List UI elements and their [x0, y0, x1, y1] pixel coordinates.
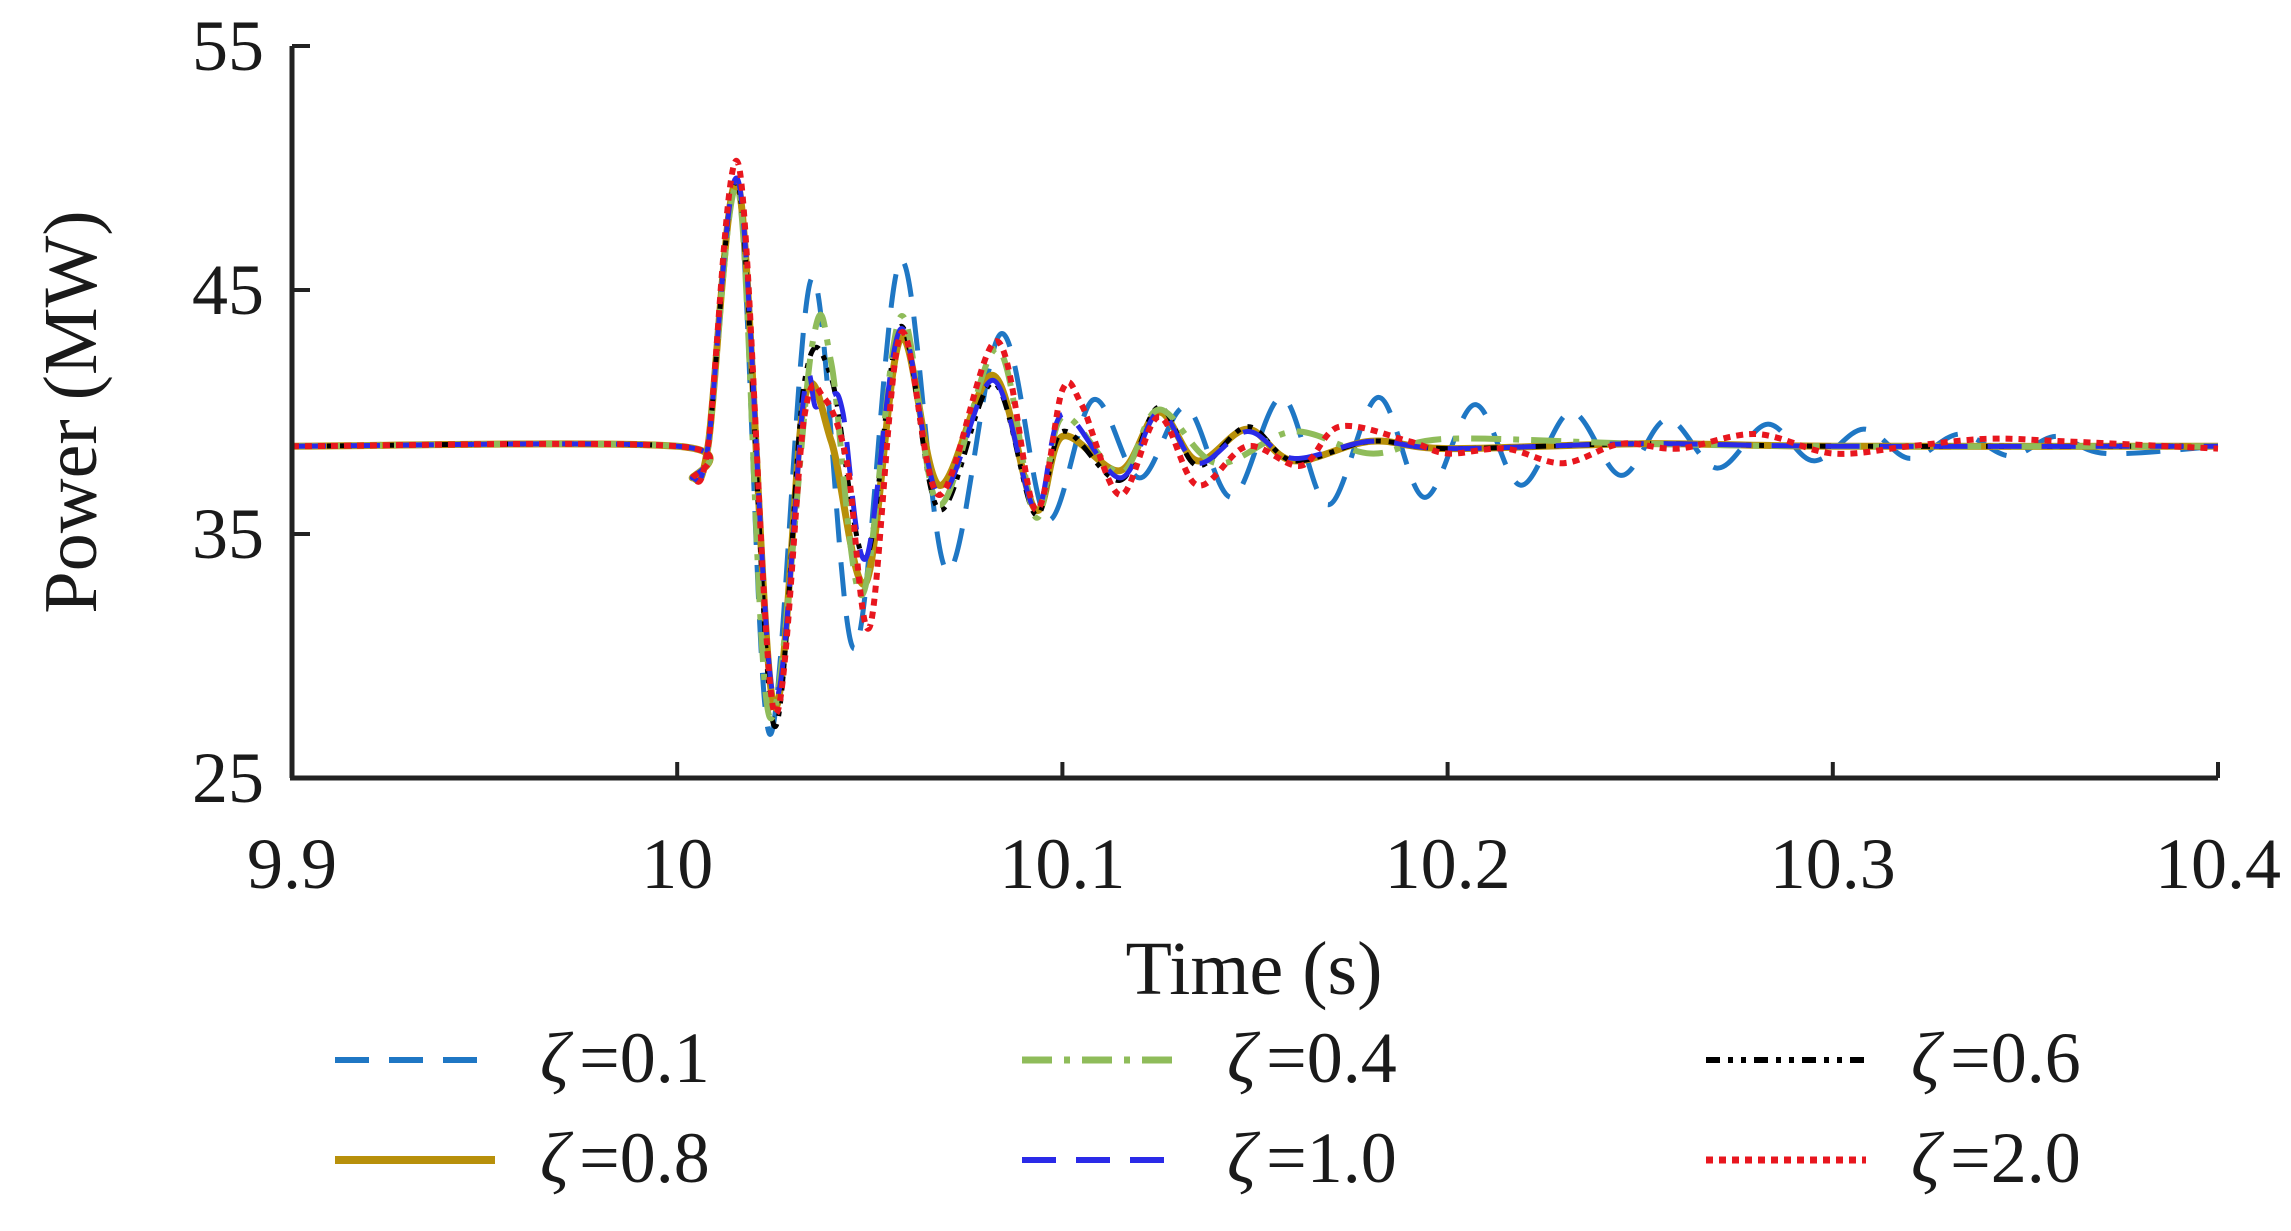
y-tick-label: 25	[192, 738, 264, 818]
series-line-zeta-0-1	[291, 184, 2219, 737]
legend-label-zeta-0-6: ζ =0.6	[1911, 1018, 2081, 1098]
legend: ζ =0.1 ζ =0.4 ζ =0.6 ζ =0.8 ζ =1.0 ζ =2.0	[335, 1018, 2081, 1198]
x-tick-label: 10.3	[1770, 824, 1896, 904]
y-tick-label: 35	[192, 494, 264, 574]
x-tick-label: 10.1	[999, 824, 1125, 904]
legend-label-zeta-0-4: ζ =0.4	[1227, 1018, 1397, 1098]
x-tick-label: 9.9	[247, 824, 337, 904]
y-axis-title: Power (MW)	[29, 210, 113, 613]
y-tick-label: 45	[192, 250, 264, 330]
series-line-zeta-0-4	[291, 184, 2219, 722]
tick-layer: 25 35 45 55 9.9 10 10.1 10.2 10.3 10.4	[192, 6, 2281, 904]
legend-label-zeta-0-1: ζ =0.1	[540, 1018, 710, 1098]
x-axis-title: Time (s)	[1126, 927, 1383, 1011]
x-tick-label: 10.2	[1385, 824, 1511, 904]
y-tick-label: 55	[192, 6, 264, 86]
legend-label-zeta-2: ζ =2.0	[1911, 1118, 2081, 1198]
x-tick-label: 10	[641, 824, 713, 904]
series-line-zeta-2	[291, 158, 2219, 717]
x-tick-label: 10.4	[2155, 824, 2281, 904]
legend-label-zeta-0-8: ζ =0.8	[540, 1118, 710, 1198]
legend-label-zeta-1: ζ =1.0	[1227, 1118, 1397, 1198]
series-line-zeta-1	[291, 175, 2219, 703]
series-layer	[291, 158, 2219, 737]
